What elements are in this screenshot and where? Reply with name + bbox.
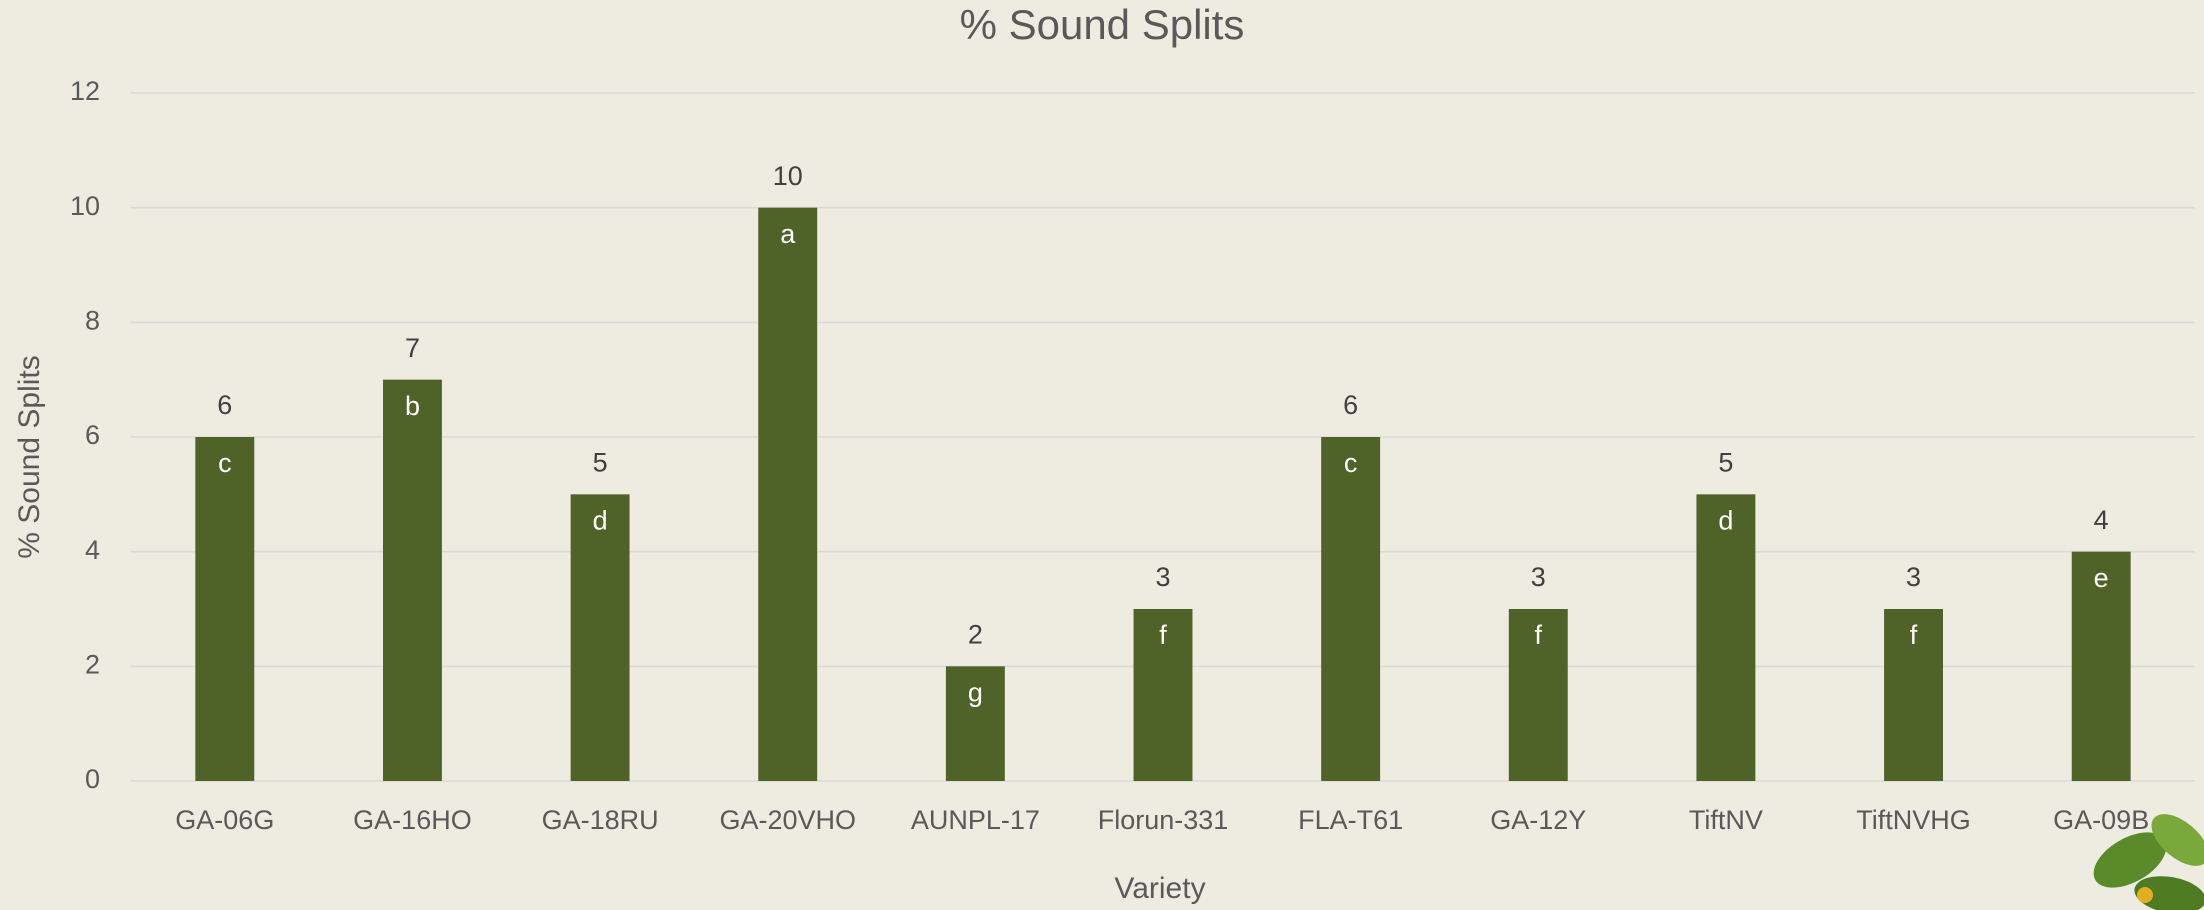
x-tick-label: TiftNV <box>1689 805 1763 835</box>
x-tick-label: AUNPL-17 <box>911 805 1040 835</box>
value-label: 3 <box>1906 562 1921 592</box>
y-tick-label: 12 <box>70 76 100 106</box>
chart: % Sound Splits Variety % Sound Splits 0 2… <box>0 0 2204 910</box>
significance-letter: f <box>1910 620 1918 650</box>
significance-letter: d <box>1718 505 1733 535</box>
significance-letter: e <box>2094 563 2109 593</box>
value-label: 6 <box>1343 390 1358 420</box>
significance-letter: a <box>780 219 796 249</box>
value-label: 5 <box>593 447 608 477</box>
value-label: 6 <box>217 390 232 420</box>
significance-letter: d <box>593 505 608 535</box>
x-tick-label: GA-16HO <box>353 805 472 835</box>
value-label: 5 <box>1718 447 1733 477</box>
x-axis-title: Variety <box>1114 872 1205 905</box>
value-label: 3 <box>1155 562 1170 592</box>
y-tick-label: 8 <box>85 305 100 335</box>
bar <box>195 437 254 781</box>
significance-letter: c <box>1344 448 1358 478</box>
x-tick-label: TiftNVHG <box>1856 805 1971 835</box>
x-tick-label: GA-12Y <box>1490 805 1586 835</box>
value-label: 7 <box>405 333 420 363</box>
bar <box>383 380 442 781</box>
y-tick-label: 4 <box>85 535 100 565</box>
y-axis-title: % Sound Splits <box>13 355 46 558</box>
bar <box>1696 494 1755 781</box>
x-tick-label: GA-18RU <box>542 805 659 835</box>
value-label: 3 <box>1531 562 1546 592</box>
significance-letter: b <box>405 391 420 421</box>
value-label: 10 <box>773 161 803 191</box>
x-tick-label: FLA-T61 <box>1298 805 1403 835</box>
y-tick-label: 2 <box>85 649 100 679</box>
bar <box>758 208 817 781</box>
significance-letter: c <box>218 448 232 478</box>
chart-title: % Sound Splits <box>960 1 1245 48</box>
background <box>0 0 2204 910</box>
y-tick-label: 10 <box>70 191 100 221</box>
y-tick-label: 6 <box>85 420 100 450</box>
x-tick-label: GA-06G <box>175 805 274 835</box>
bar <box>1321 437 1380 781</box>
x-tick-label: GA-20VHO <box>719 805 856 835</box>
significance-letter: f <box>1535 620 1543 650</box>
value-label: 4 <box>2094 505 2109 535</box>
x-tick-label: GA-09B <box>2053 805 2149 835</box>
x-tick-label: Florun-331 <box>1098 805 1229 835</box>
y-tick-label: 0 <box>85 764 100 794</box>
bar <box>571 494 630 781</box>
significance-letter: f <box>1159 620 1167 650</box>
significance-letter: g <box>968 677 983 707</box>
value-label: 2 <box>968 619 983 649</box>
